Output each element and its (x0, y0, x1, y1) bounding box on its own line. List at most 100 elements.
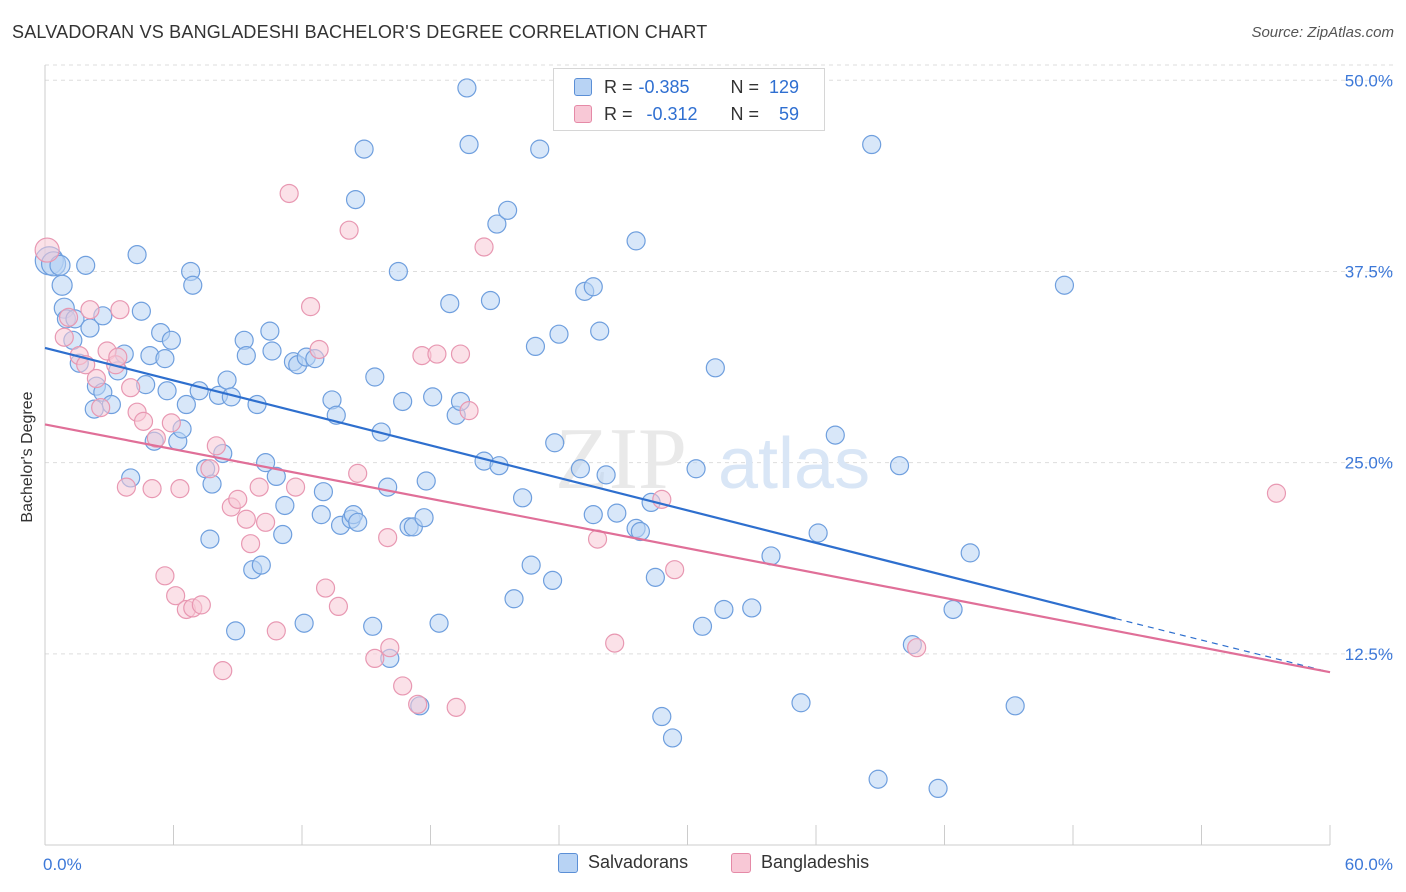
salvadoran-point (378, 477, 398, 497)
salvadoran-point (236, 345, 256, 366)
bangladeshi-point (170, 479, 190, 499)
salvadoran-point (521, 555, 541, 575)
salvadoran-point (825, 425, 845, 445)
salvadoran-point (889, 456, 910, 476)
salvadoran-points (34, 78, 1075, 799)
bangladeshi-point (110, 300, 130, 320)
salvadoran-point (200, 529, 220, 549)
bangladeshi-point (241, 534, 261, 554)
salvadoran-point (262, 341, 282, 361)
salvadoran-point (440, 293, 460, 314)
legend-label: Bangladeshis (761, 852, 870, 872)
trend-lines (44, 346, 1331, 674)
salvadoran-point (583, 277, 603, 297)
salvadoran-point (808, 523, 828, 543)
bangladeshi-trend-line (44, 423, 1331, 674)
bangladeshi-point (380, 638, 400, 658)
bangladeshi-point (1266, 483, 1287, 503)
stats-legend: R = -0.385 N = 129 R = -0.312 N = 59 (553, 68, 825, 131)
salvadoran-point (176, 394, 196, 415)
y-tick-label: 50.0% (1345, 71, 1393, 90)
bangladeshi-point (279, 183, 299, 204)
salvadoran-point (161, 330, 181, 350)
legend-row-salvadorans: R = -0.385 N = 129 (574, 75, 799, 99)
salvadoran-point (489, 456, 509, 476)
salvadoran-point (457, 78, 477, 98)
salvadoran-point (294, 613, 314, 633)
y-tick-label: 37.5% (1345, 262, 1393, 281)
salvadoran-point (393, 391, 413, 412)
bangladeshi-point (393, 676, 413, 696)
salvadoran-point (590, 321, 610, 341)
legend-item-bangladeshis[interactable]: Bangladeshis (731, 852, 869, 873)
salvadoran-point (313, 482, 334, 502)
bangladeshi-point (213, 661, 233, 681)
bangladeshi-point (206, 436, 226, 456)
salvadoran-point (127, 245, 147, 265)
bangladeshi-point (348, 463, 368, 483)
watermark-atlas: atlas (718, 424, 870, 504)
salvadoran-point (583, 505, 603, 525)
salvadoran-point (742, 598, 762, 618)
n-label: N = (730, 103, 760, 124)
n-label: N = (730, 76, 760, 97)
bangladeshi-point (309, 339, 329, 360)
salvadoran-point (549, 324, 569, 344)
salvadoran-point (1054, 275, 1075, 295)
x-tick-label: 0.0% (43, 855, 82, 874)
y-tick-label: 12.5% (1345, 645, 1393, 664)
bangladeshi-point (408, 694, 428, 714)
salvadoran-trend-line (44, 346, 1117, 620)
bangladeshi-point (378, 527, 398, 548)
legend-row-bangladeshis: R = -0.312 N = 59 (574, 102, 799, 126)
bangladeshi-point (605, 633, 625, 653)
salvadoran-point (131, 301, 151, 321)
salvadoran-point (155, 349, 175, 369)
bangladeshi-point (142, 479, 162, 499)
salvadoran-point (348, 512, 368, 532)
bangladeshi-point (54, 327, 74, 347)
salvadoran-point (512, 488, 533, 508)
bangladeshi-point (446, 697, 466, 717)
salvadoran-point (480, 290, 501, 311)
bangladeshi-point (300, 297, 321, 317)
bangladeshi-point (236, 509, 256, 529)
salvadoran-point (686, 459, 706, 479)
bangladeshi-point (285, 477, 306, 497)
salvadoran-swatch (574, 78, 592, 96)
salvadoran-point (530, 139, 550, 159)
bangladeshi-point (339, 220, 359, 240)
bangladeshi-point (155, 566, 175, 586)
source-label: Source: ZipAtlas.com (1251, 24, 1394, 41)
salvadoran-point (545, 433, 565, 453)
bangladeshi-point (459, 401, 479, 421)
bangladeshi-point (365, 648, 385, 669)
salvadoran-point (76, 255, 96, 275)
salvadoran-point (498, 200, 518, 220)
salvadoran-point (260, 321, 280, 341)
salvadoran-point (504, 589, 524, 609)
r-value: -0.385 (638, 76, 690, 97)
salvadoran-point (251, 555, 271, 575)
salvadoran-point (928, 778, 948, 799)
salvadoran-point (607, 503, 627, 523)
bangladeshi-point (907, 638, 927, 658)
legend-item-salvadorans[interactable]: Salvadorans (558, 852, 688, 873)
salvadoran-point (714, 599, 734, 620)
bangladeshi-point (328, 596, 349, 617)
salvadoran-point (960, 543, 980, 563)
bangladeshi-point (91, 397, 111, 418)
bangladeshi-point (450, 344, 471, 364)
salvadoran-point (51, 274, 73, 296)
bangladeshi-point (474, 237, 494, 257)
salvadoran-point (630, 521, 650, 542)
salvadoran-point (705, 358, 725, 378)
salvadoran-point (266, 466, 286, 487)
salvadoran-point (596, 465, 616, 485)
salvadoran-point (943, 599, 963, 620)
salvadoran-point (791, 693, 811, 713)
salvadoran-point (363, 616, 383, 636)
bangladeshi-point (191, 595, 211, 615)
bangladeshi-point (146, 428, 166, 448)
